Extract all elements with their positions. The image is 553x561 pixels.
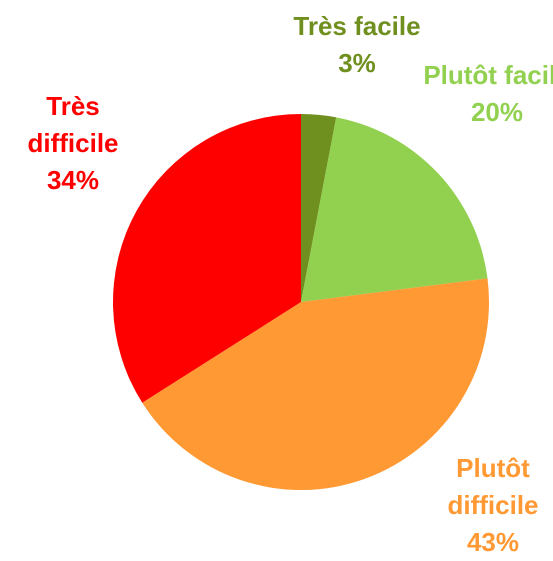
category-label: Très difficile [27, 91, 119, 158]
value-label: 3% [338, 48, 376, 78]
pie-slice [301, 114, 337, 302]
category-label: Plutôt facile [423, 60, 553, 90]
pie-slice [142, 278, 490, 490]
slice-label: Très facile 3% [282, 8, 432, 82]
slice-label: Plutôt difficile 43% [418, 450, 553, 561]
value-label: 20% [470, 97, 524, 127]
value-label: 43% [466, 527, 520, 557]
slice-label: Plutôt facile 20% [422, 57, 553, 131]
slice-label: Très difficile 34% [0, 88, 148, 199]
pie-slice [301, 117, 488, 303]
category-label: Très facile [293, 11, 421, 41]
pie-slice [112, 114, 301, 403]
category-label: Plutôt difficile [447, 453, 539, 520]
value-label: 34% [46, 165, 100, 195]
